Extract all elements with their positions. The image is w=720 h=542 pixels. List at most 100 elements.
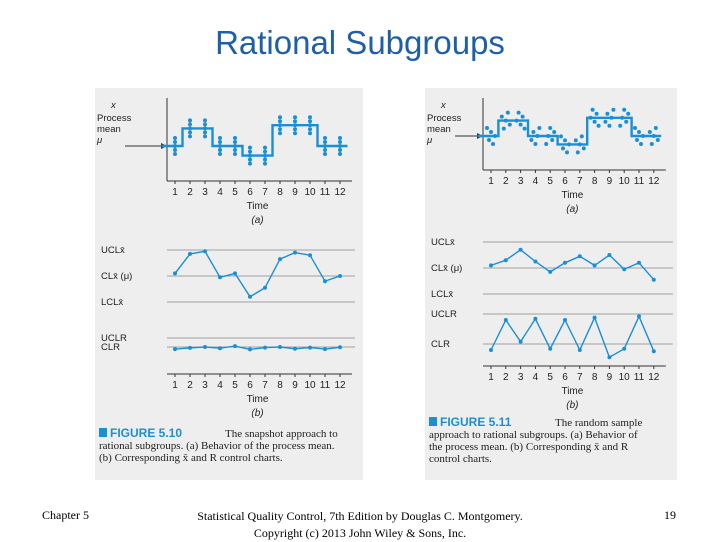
fig0-sample-point	[293, 115, 297, 120]
fig0-sample-point	[233, 136, 237, 140]
fig0-sample-point	[233, 148, 237, 152]
fig1-panel-a-y-label-2: μ	[426, 135, 433, 146]
fig0-sample-point	[323, 152, 327, 156]
footer-copyright: Statistical Quality Control, 7th Edition…	[180, 508, 540, 542]
fig1-r-point	[489, 348, 493, 352]
fig1-r-tick-label: 7	[577, 372, 583, 383]
fig0-sample-point	[263, 149, 267, 154]
fig1-sample-point	[522, 126, 527, 131]
fig0-sample-point	[248, 153, 252, 158]
fig1-panel-a-tick-label: 6	[562, 176, 568, 187]
fig0-sample-point	[218, 140, 222, 144]
fig0-panel-a-tick-label: 1	[172, 187, 178, 198]
fig1-sample-point	[649, 142, 654, 146]
fig1-sample-point	[503, 118, 508, 123]
fig0-xbar-point	[323, 279, 327, 284]
fig0-xbar-point	[308, 253, 312, 258]
fig0-sample-point	[338, 144, 342, 148]
fig1-sample-point	[590, 107, 595, 112]
fig0-sample-point	[203, 130, 207, 135]
fig0-caption-head: FIGURE 5.10	[110, 426, 182, 440]
fig0-panel-a-tick-label: 6	[247, 187, 253, 198]
fig1-sample-point	[552, 130, 557, 134]
fig0-sample-point	[293, 119, 297, 124]
fig1-xbar-point	[577, 254, 582, 259]
fig0-sample-point	[188, 126, 192, 131]
fig0-sample-point	[323, 140, 327, 144]
fig0-r-point	[233, 344, 237, 349]
fig0-r-point	[293, 346, 297, 351]
fig1-caption-head: FIGURE 5.11	[440, 415, 512, 429]
fig1-sample-point	[651, 134, 656, 138]
fig0-r-tick-label: 1	[172, 380, 178, 391]
fig1-panel-a-tick-label: 3	[518, 176, 524, 187]
fig0-panel-a-tick-label: 12	[334, 187, 346, 198]
fig1-sample-point	[575, 150, 580, 155]
fig1-r-point	[577, 348, 582, 352]
fig1-sample-point	[607, 123, 612, 128]
fig0-panel-a-tag: (a)	[251, 215, 263, 226]
fig0-panel-a-y-label-0: Process	[97, 113, 132, 124]
fig0-xbar-point	[293, 250, 297, 255]
fig1-r-ucl-label: UCLR	[431, 309, 457, 320]
fig0-sample-point	[308, 131, 312, 136]
fig1-panel-a-tag: (a)	[566, 204, 578, 215]
fig1-xbar-point	[622, 267, 627, 272]
fig0-sample-point	[218, 152, 222, 156]
fig1-sample-point	[493, 134, 497, 138]
fig1-sample-point	[637, 130, 641, 134]
fig1-sample-point	[609, 115, 614, 120]
fig1-sample-point	[544, 142, 549, 146]
fig0-sample-point	[188, 134, 192, 139]
fig0-panel-b-x-label: Time	[247, 394, 269, 405]
fig1-r-point	[622, 346, 627, 351]
fig1-sample-point	[516, 110, 521, 115]
fig0-sample-point	[338, 136, 342, 140]
fig0-r-series-line	[174, 345, 341, 351]
fig0-r-tick-label: 7	[262, 380, 268, 391]
fig1-process-mean-step-line	[477, 116, 662, 146]
fig1-panel-b-x-label: Time	[561, 386, 583, 397]
fig0-sample-point	[263, 157, 267, 162]
fig0-sample-point	[308, 123, 312, 128]
fig0-sample-point	[218, 136, 222, 140]
fig0-sample-point	[173, 152, 177, 156]
fig0-caption-line-2: (b) Corresponding x̄ and R control chart…	[99, 452, 283, 464]
figure-5-10-panel: x Process mean μ 1 2 3 4 5 6 7 8 9 10 11 12 Time (a) UCLx̄…	[95, 88, 363, 480]
fig1-sample-point	[485, 126, 489, 130]
fig1-panel-a-tick-label: 11	[634, 176, 645, 187]
fig0-r-tick-label: 12	[334, 380, 346, 391]
fig0-xbar-point	[263, 285, 267, 290]
fig0-sample-point	[263, 153, 267, 158]
figure-5-11-panel: x Process mean μ 1 2 3 4 5 6 7 8 9 10 11 12 Time (a) UCLx̄…	[425, 88, 677, 480]
fig0-xbar-point	[173, 271, 177, 276]
fig1-r-tick-label: 11	[634, 372, 645, 383]
fig0-r-point	[188, 345, 192, 350]
fig0-r-cl-label: CLR	[101, 342, 120, 353]
fig0-r-tick-label: 3	[202, 380, 208, 391]
fig1-sample-point	[487, 138, 491, 142]
fig0-r-point	[263, 345, 267, 350]
fig1-sample-point	[647, 130, 652, 134]
fig1-caption-marker-icon	[429, 417, 437, 426]
fig1-r-point	[503, 318, 508, 322]
fig0-sample-point	[188, 130, 192, 135]
fig0-panel-a-tick-label: 2	[187, 187, 193, 198]
fig1-sample-point	[611, 107, 616, 112]
fig1-r-tick-label: 4	[533, 372, 539, 383]
fig1-panel-a-tick-label: 10	[619, 176, 631, 187]
fig0-panel-a-y-symbol: x	[110, 100, 117, 111]
fig1-sample-point	[499, 114, 504, 119]
fig0-xbar-point	[203, 249, 207, 254]
fig1-sample-point	[505, 110, 510, 115]
fig1-sample-point	[507, 122, 512, 127]
fig0-sample-point	[323, 144, 327, 148]
fig0-sample-point	[293, 127, 297, 132]
fig1-sample-point	[605, 111, 610, 116]
fig1-xbar-cl-label: CLx̄ (μ)	[431, 263, 462, 274]
fig0-panel-a-tick-label: 5	[232, 187, 238, 198]
fig1-panel-a-tick-label: 5	[547, 176, 553, 187]
fig0-sample-point	[233, 144, 237, 148]
